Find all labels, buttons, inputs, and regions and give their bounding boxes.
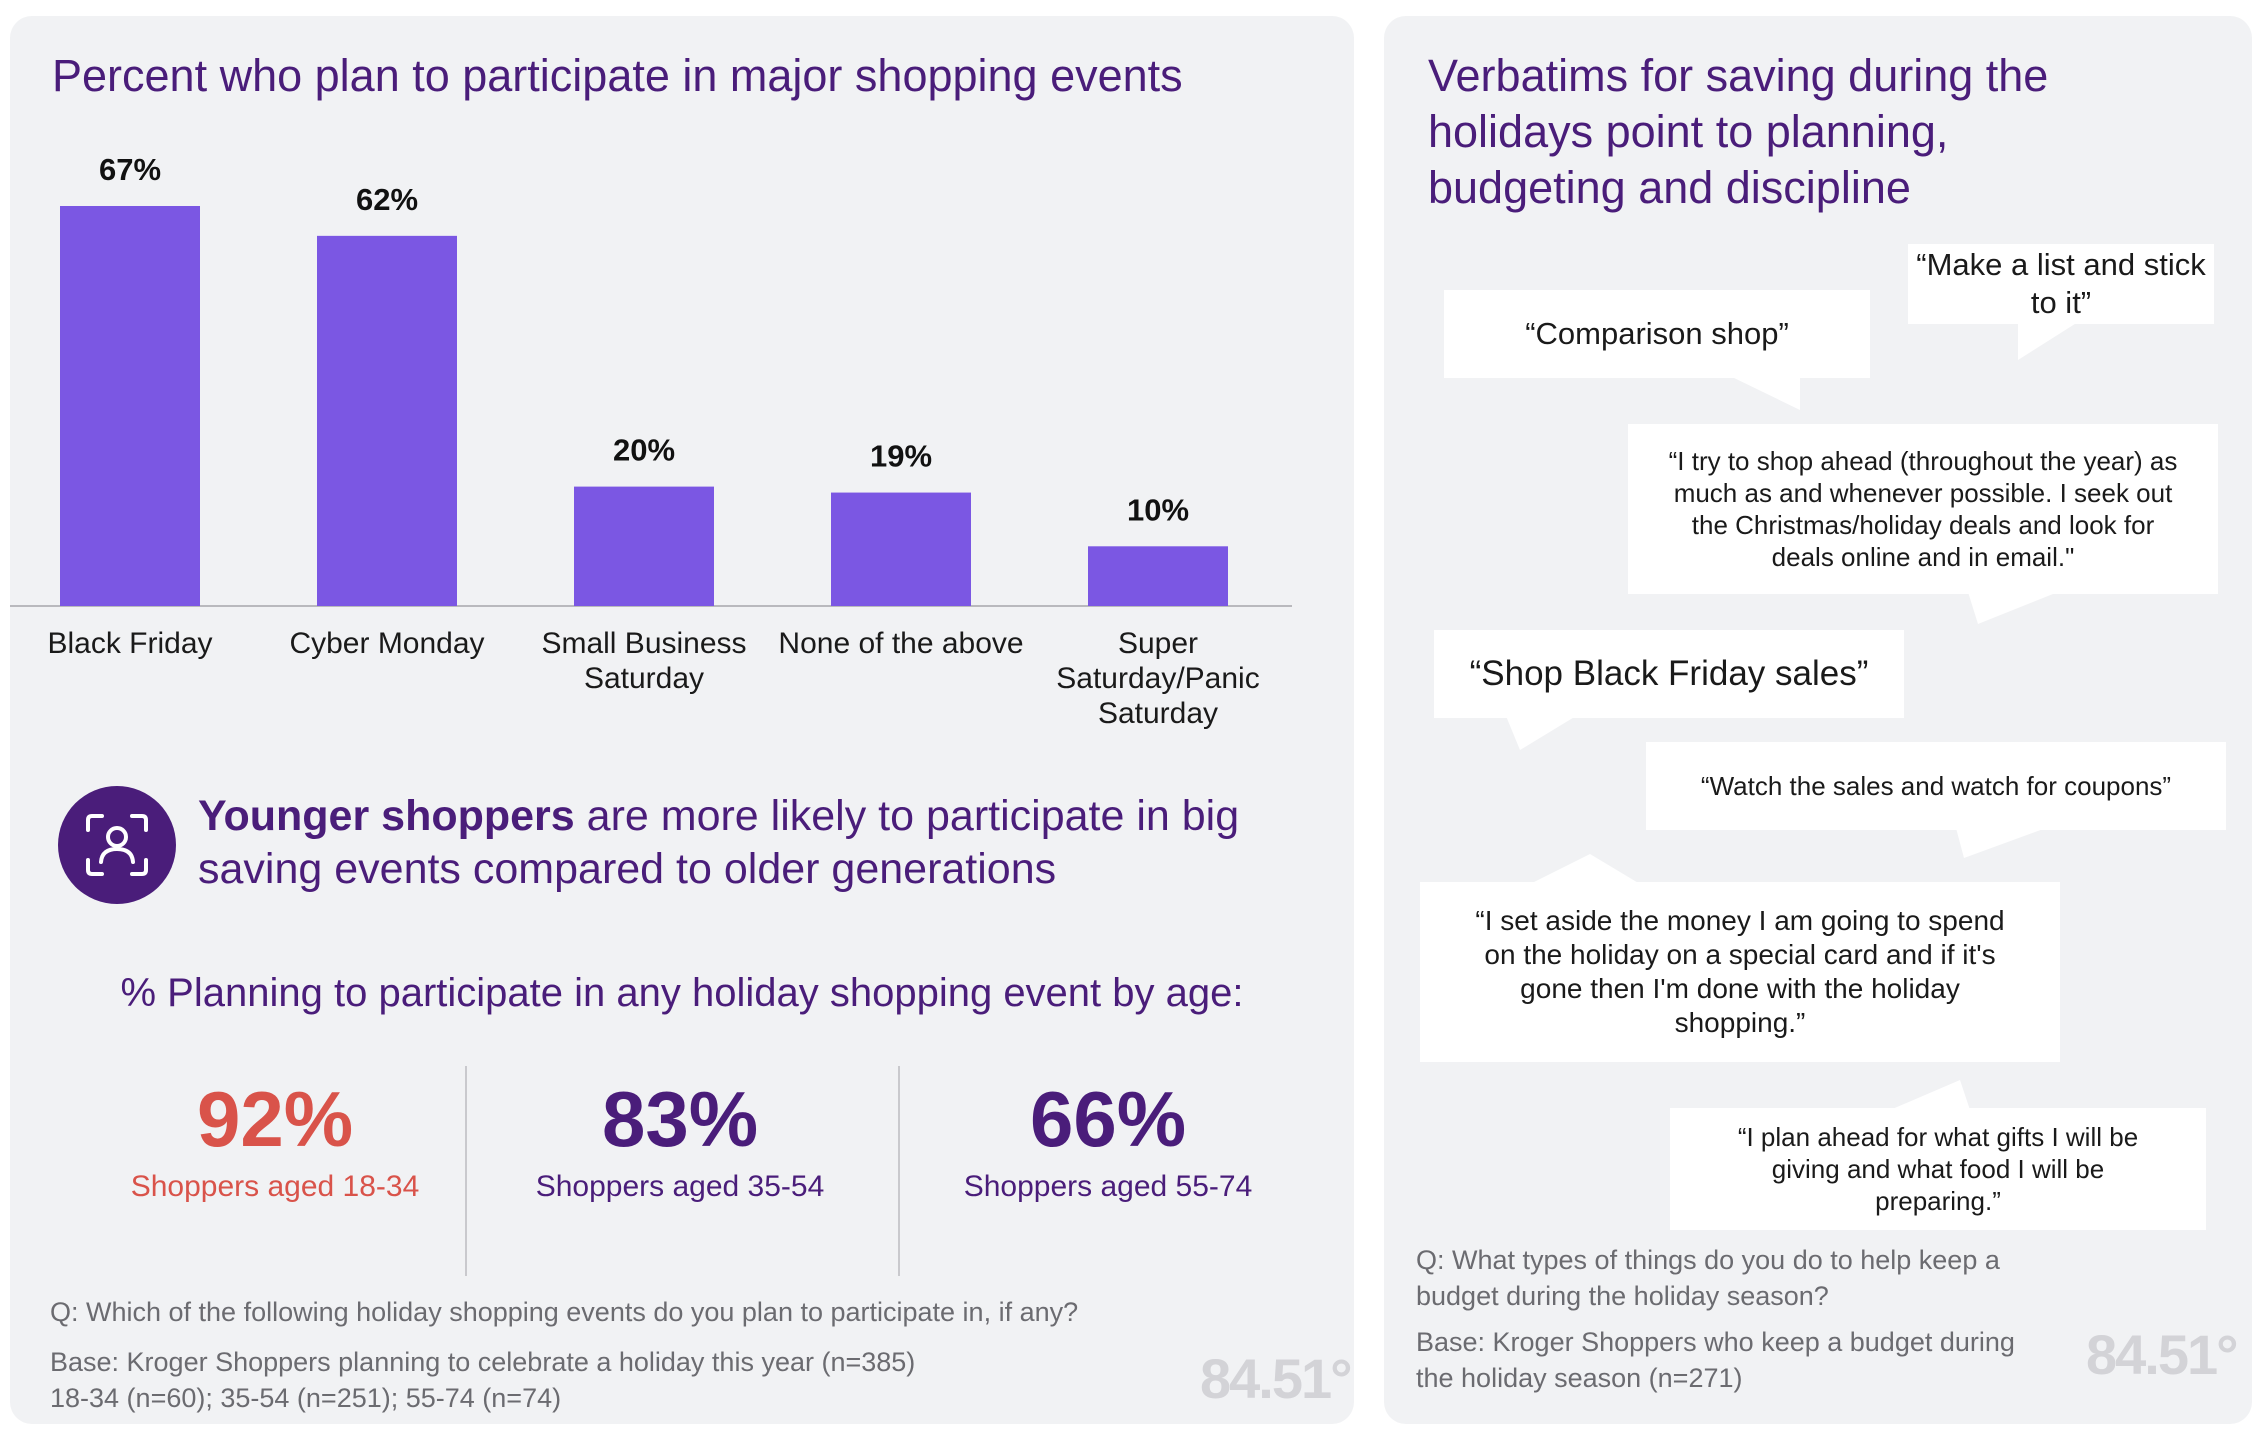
left-question: Q: Which of the following holiday shoppi… <box>50 1297 1079 1327</box>
category-label-line: None of the above <box>778 627 1023 660</box>
category-label-line: Super <box>1118 627 1198 660</box>
bar-chart: 67% Black Friday 62% Cyber Monday 20% Small B… <box>10 152 1292 730</box>
stat-18-34: 92% Shoppers aged 18-34 <box>60 1076 490 1204</box>
stat-value: 83% <box>601 1075 759 1163</box>
quote-bubble: “Watch the sales and watch for coupons” <box>1646 742 2226 858</box>
right-question: Q: What types of things do you do to hel… <box>1416 1245 2000 1311</box>
data-label: 19% <box>870 439 932 474</box>
bubble-tail <box>1890 1080 1970 1110</box>
callout-bold: Younger shoppers <box>198 792 575 840</box>
quote-text: “I set aside the money I am going to spe… <box>1475 905 2005 1038</box>
data-label: 20% <box>613 433 675 468</box>
data-label: 67% <box>99 152 161 187</box>
brand-logo: 84.51° <box>1200 1347 1353 1410</box>
bar <box>1088 546 1228 606</box>
bubble-tail <box>2018 322 2078 360</box>
quote-text: “Make a list and stick to it” <box>1916 247 2206 320</box>
stat-value: 66% <box>1029 1075 1187 1163</box>
category-label-line: Saturday <box>1098 697 1218 730</box>
quote-text: “Shop Black Friday sales” <box>1469 654 1869 693</box>
quote-bubble: “I try to shop ahead (throughout the yea… <box>1628 424 2218 624</box>
age-heading: % Planning to participate in any holiday… <box>120 971 1244 1015</box>
stat-label: Shoppers aged 35-54 <box>535 1170 825 1203</box>
brand-logo: 84.51° <box>2086 1323 2239 1386</box>
quote-bubble: “I plan ahead for what gifts I will be g… <box>1670 1080 2206 1230</box>
quote-text: “I plan ahead for what gifts I will be g… <box>1737 1122 2139 1216</box>
category-label: Cyber Monday <box>289 627 484 660</box>
callout-rest: are more likely to participate in big sa… <box>198 792 1240 893</box>
category-label: Super Saturday/Panic Saturday <box>1056 627 1259 730</box>
bubble-tail <box>1968 592 2058 624</box>
category-label-line: Black Friday <box>47 627 212 660</box>
stat-label: Shoppers aged 55-74 <box>963 1170 1253 1203</box>
stat-divider <box>465 1066 467 1276</box>
data-label: 10% <box>1127 492 1189 527</box>
category-label-line: Small Business <box>541 627 746 660</box>
category-label: Small Business Saturday <box>541 627 746 695</box>
quote-text: “I try to shop ahead (throughout the yea… <box>1668 446 2178 572</box>
category-label: Black Friday <box>47 627 212 660</box>
bar <box>574 486 714 606</box>
stat-35-54: 83% Shoppers aged 35-54 <box>465 1076 895 1204</box>
category-label-line: Cyber Monday <box>289 627 484 660</box>
chart-title: Percent who plan to participate in major… <box>52 50 1183 101</box>
data-label: 62% <box>356 182 418 217</box>
bar <box>831 492 971 606</box>
bubble-tail <box>1956 828 2046 858</box>
category-label: None of the above <box>778 627 1023 660</box>
stat-55-74: 66% Shoppers aged 55-74 <box>893 1076 1323 1204</box>
person-scan-icon <box>58 786 176 904</box>
quote-bubble: “Shop Black Friday sales” <box>1434 630 1904 750</box>
bubble-tail <box>1506 716 1576 750</box>
verbatims-title: Verbatims for saving during the holidays… <box>1428 50 2049 213</box>
quote-bubble: “Make a list and stick to it” <box>1908 244 2214 360</box>
left-base-2: 18-34 (n=60); 35-54 (n=251); 55-74 (n=74… <box>50 1383 562 1413</box>
left-base-1: Base: Kroger Shoppers planning to celebr… <box>50 1347 916 1377</box>
right-base: Base: Kroger Shoppers who keep a budget … <box>1416 1327 2015 1393</box>
quote-text: “Comparison shop” <box>1525 316 1789 351</box>
stat-label: Shoppers aged 18-34 <box>130 1170 420 1203</box>
quote-bubble: “Comparison shop” <box>1444 290 1870 410</box>
left-panel: Percent who plan to participate in major… <box>10 16 1354 1424</box>
bubble-tail <box>1530 854 1640 884</box>
right-panel: Verbatims for saving during the holidays… <box>1384 16 2252 1424</box>
callout-text: Younger shoppers are more likely to part… <box>198 790 1318 896</box>
bar <box>317 235 457 606</box>
stat-value: 92% <box>196 1075 354 1163</box>
quote-text: “Watch the sales and watch for coupons” <box>1700 770 2172 801</box>
bubble-tail <box>1730 376 1800 410</box>
quote-bubble: “I set aside the money I am going to spe… <box>1420 854 2060 1062</box>
bar <box>60 206 200 606</box>
category-label-line: Saturday/Panic <box>1056 662 1259 695</box>
stat-divider <box>898 1066 900 1276</box>
category-label-line: Saturday <box>584 662 704 695</box>
